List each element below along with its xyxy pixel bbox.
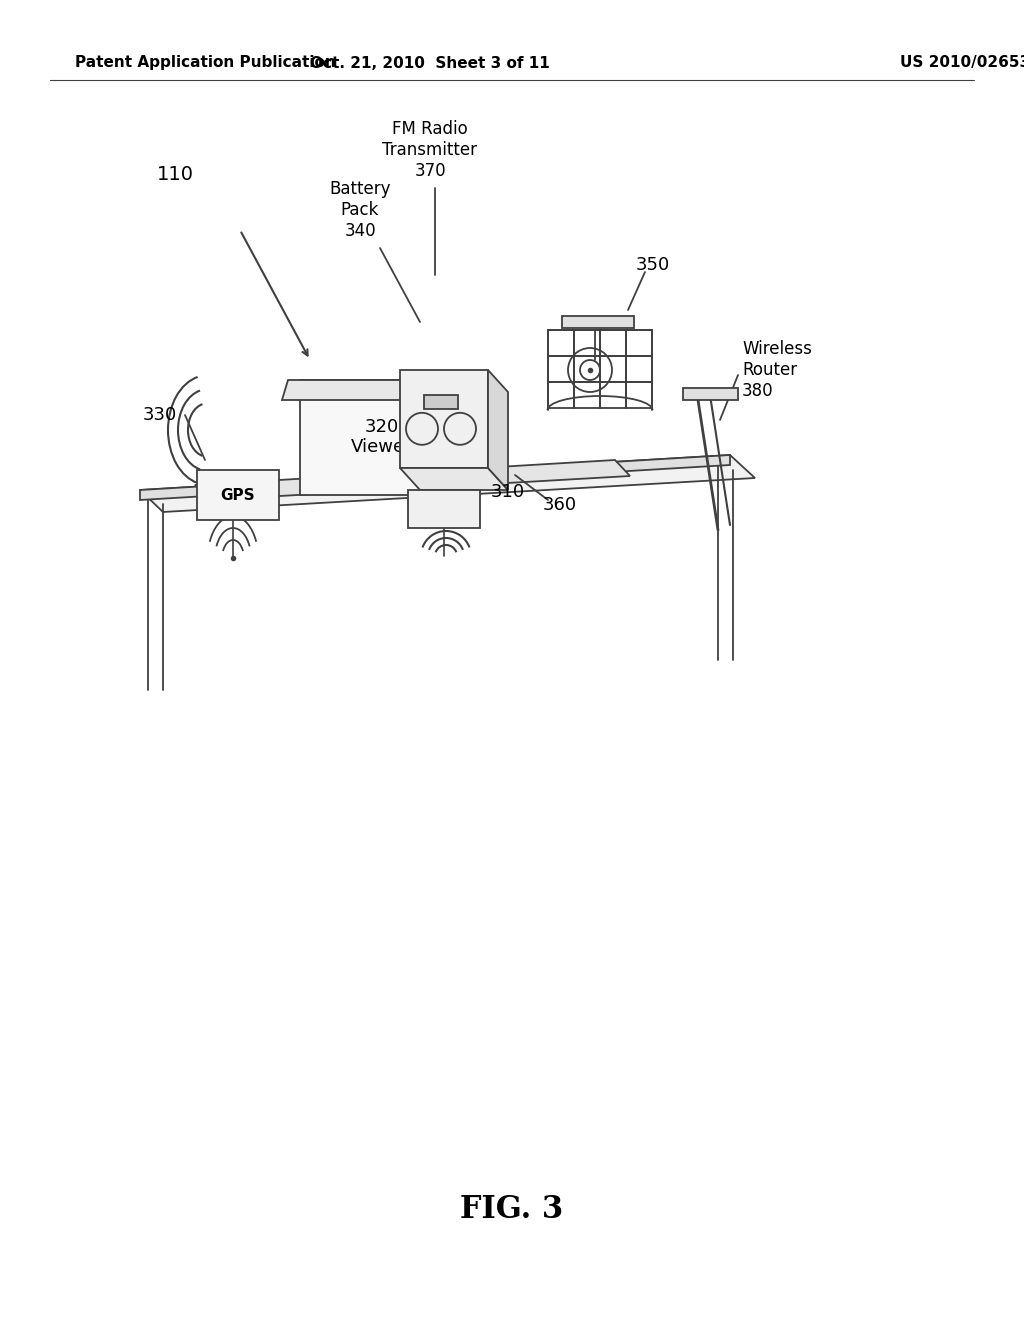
Text: 310: 310 [490, 483, 525, 502]
Bar [548, 381, 574, 408]
Bar [197, 470, 279, 520]
Text: FIG. 3: FIG. 3 [461, 1195, 563, 1225]
Bar [574, 330, 600, 356]
Bar [683, 388, 738, 400]
Text: Oct. 21, 2010  Sheet 3 of 11: Oct. 21, 2010 Sheet 3 of 11 [310, 55, 550, 70]
Bar [562, 315, 634, 327]
Bar [300, 380, 465, 495]
Text: 110: 110 [157, 165, 194, 185]
Bar [574, 356, 600, 381]
Bar [424, 395, 458, 408]
Polygon shape [282, 380, 483, 400]
Polygon shape [195, 459, 630, 500]
Polygon shape [488, 370, 508, 490]
Bar [548, 356, 574, 381]
Polygon shape [140, 455, 730, 500]
Text: FM Radio
Transmitter
370: FM Radio Transmitter 370 [383, 120, 477, 180]
Bar [408, 490, 480, 528]
Text: GPS: GPS [221, 487, 255, 503]
Bar [626, 330, 652, 356]
Text: Wireless
Router
380: Wireless Router 380 [742, 341, 812, 400]
Text: US 2010/0265329 A1: US 2010/0265329 A1 [900, 55, 1024, 70]
Polygon shape [400, 469, 508, 490]
Text: 330: 330 [143, 407, 177, 424]
Bar [600, 381, 626, 408]
Bar [626, 356, 652, 381]
Bar [548, 330, 574, 356]
Text: 350: 350 [636, 256, 670, 275]
Text: 320: 320 [365, 418, 399, 436]
Bar [400, 370, 488, 469]
Text: 360: 360 [543, 496, 578, 513]
Bar [574, 381, 600, 408]
Polygon shape [140, 455, 755, 512]
Bar [600, 356, 626, 381]
Text: Viewer: Viewer [351, 438, 413, 455]
Text: Battery
Pack
340: Battery Pack 340 [330, 181, 391, 240]
Bar [626, 381, 652, 408]
Bar [600, 330, 626, 356]
Text: Patent Application Publication: Patent Application Publication [75, 55, 336, 70]
